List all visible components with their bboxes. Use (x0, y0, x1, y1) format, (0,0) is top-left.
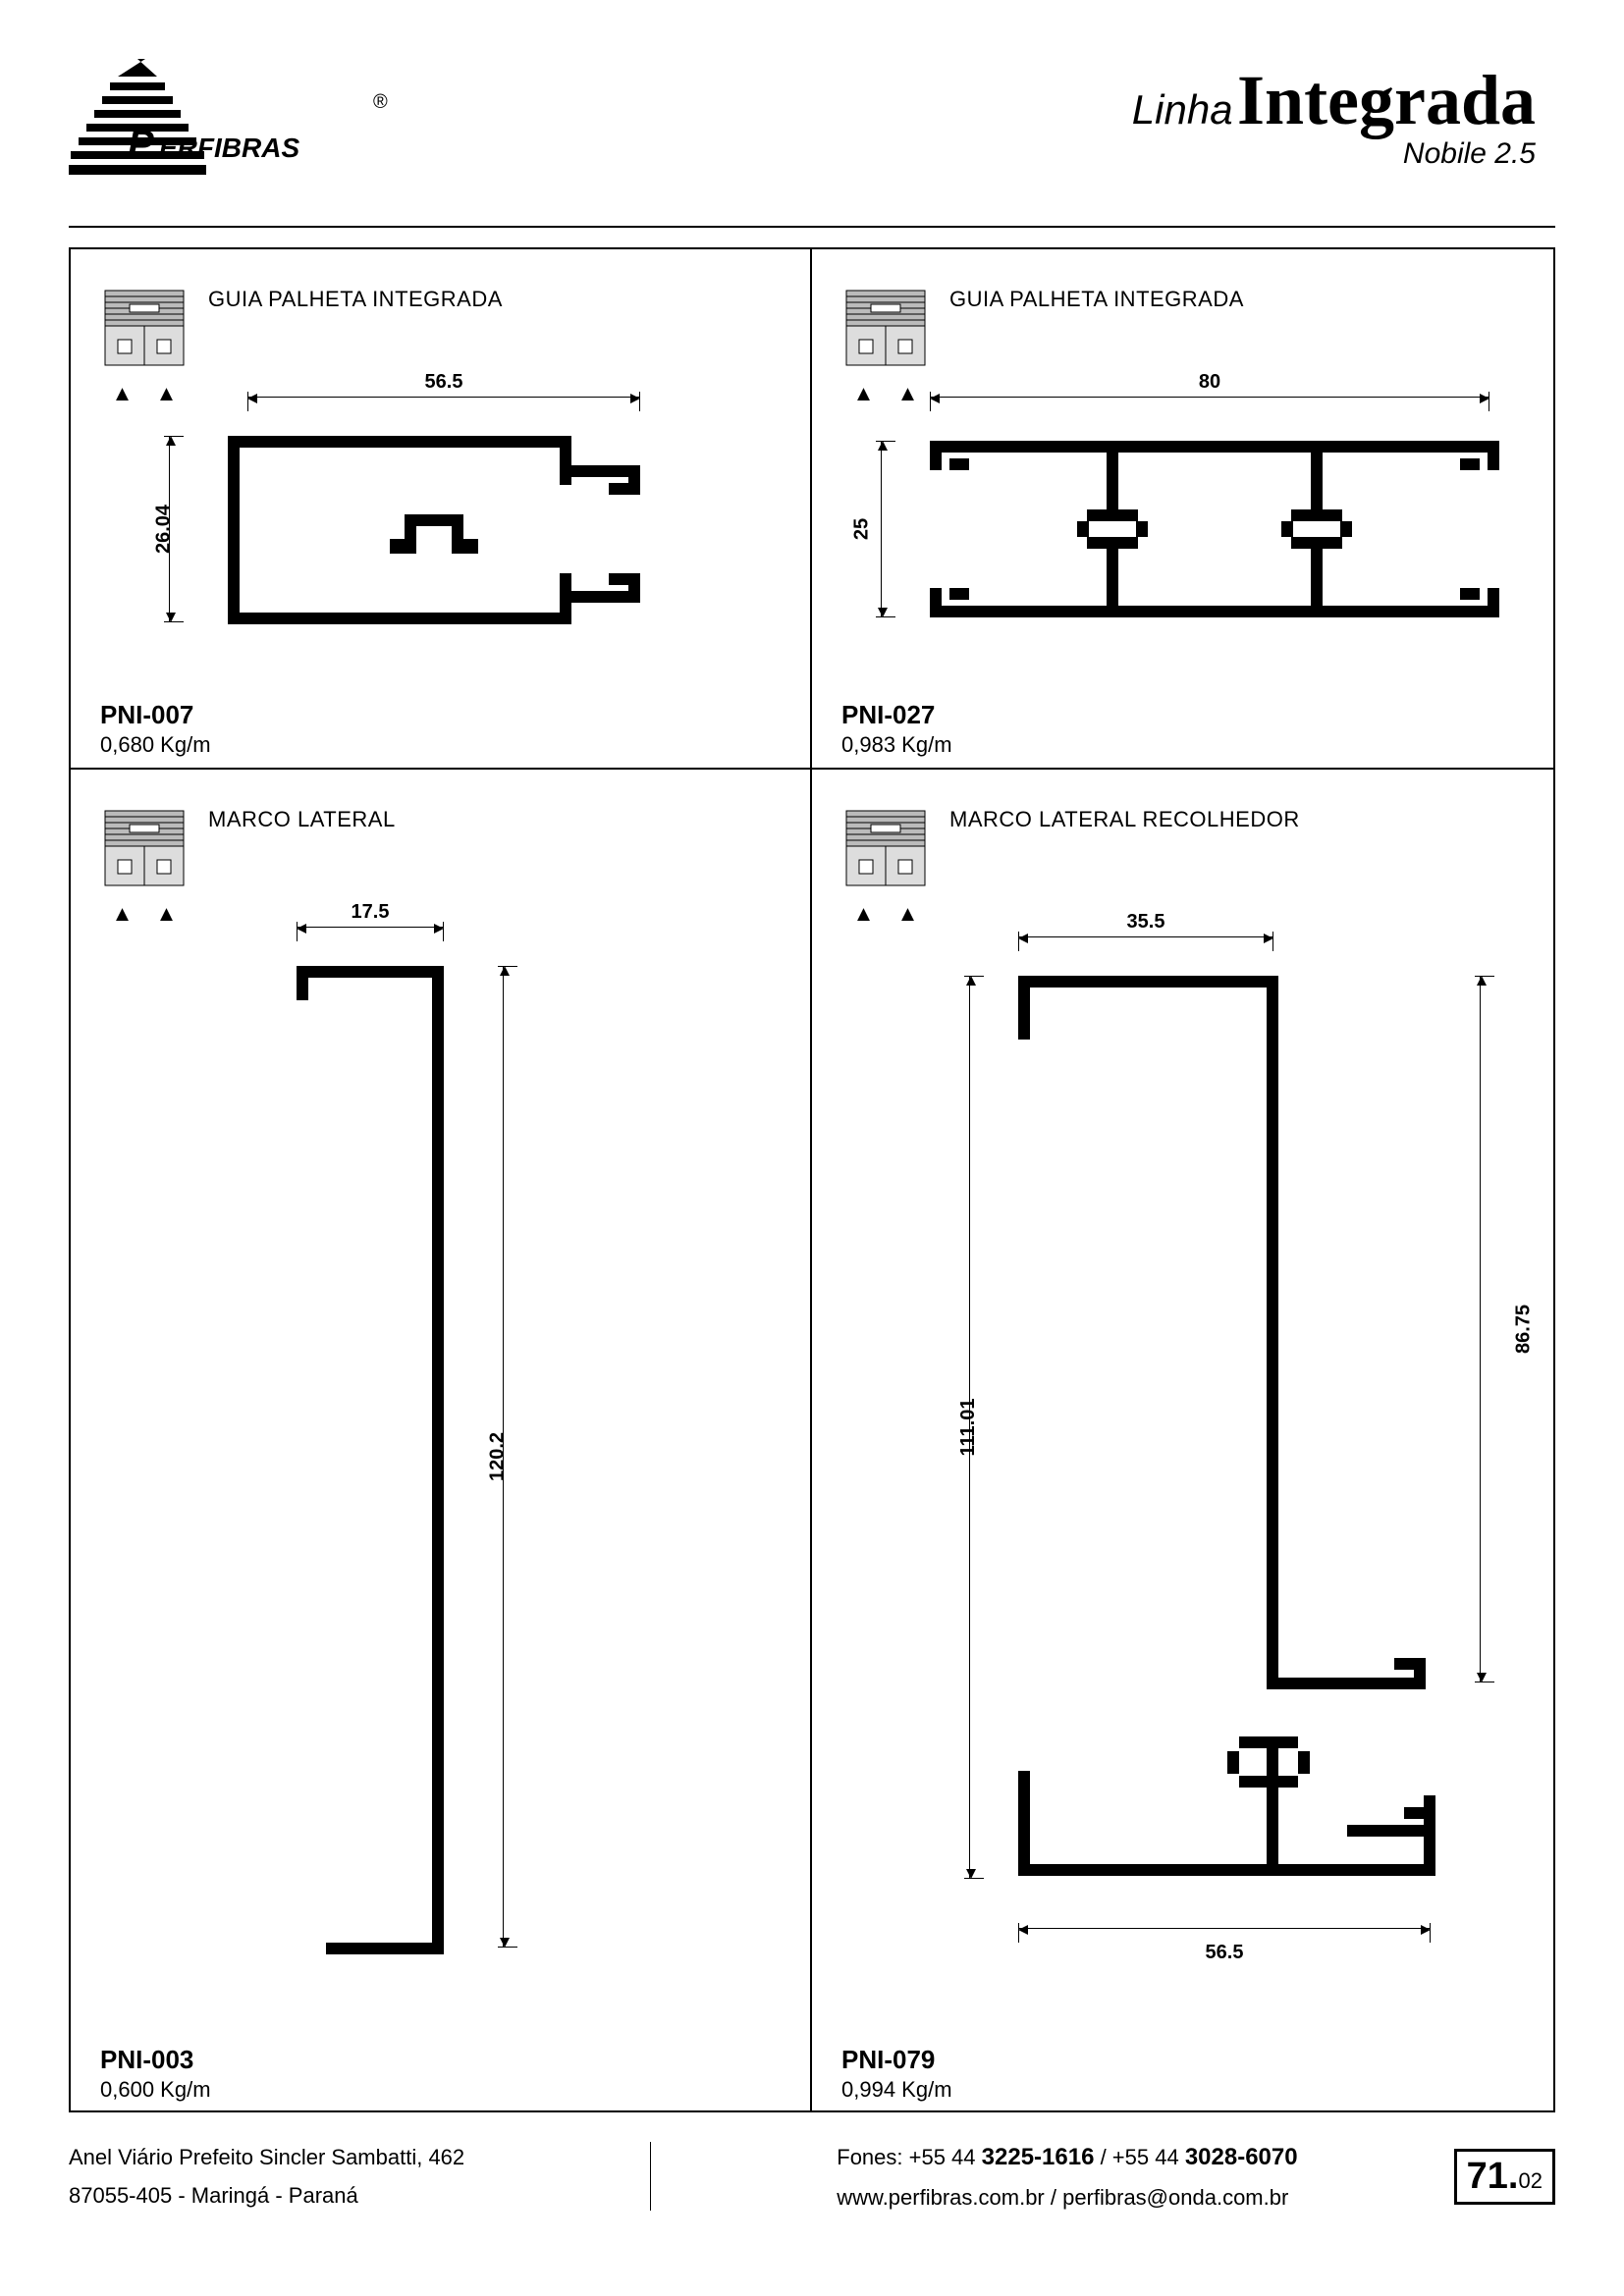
dim-value: 56.5 (425, 371, 463, 394)
cell-pni-007: ▲▲ GUIA PALHETA INTEGRADA 56.5 26.04 PNI… (71, 249, 812, 768)
dim-value: 25 (851, 518, 874, 540)
arrow-up-icon: ▲ (853, 901, 875, 927)
part-code: PNI-079 (841, 2045, 952, 2075)
part-weight: 0,983 Kg/m (841, 732, 952, 758)
cell-title: MARCO LATERAL RECOLHEDOR (949, 807, 1300, 832)
dimension-height-left: 111.01 (969, 976, 970, 1879)
arrow-up-icon: ▲ (156, 381, 178, 406)
cell-title: MARCO LATERAL (208, 807, 396, 832)
phones-prefix: Fones: +55 44 (837, 2145, 975, 2169)
footer-address: Anel Viário Prefeito Sincler Sambatti, 4… (69, 2138, 464, 2216)
address-line-1: Anel Viário Prefeito Sincler Sambatti, 4… (69, 2138, 464, 2177)
title-subtitle: Nobile 2.5 (1132, 137, 1536, 171)
dimension-width: 56.5 (247, 397, 640, 398)
dimension-width-top: 35.5 (1018, 936, 1273, 937)
dimension-width: 17.5 (297, 927, 444, 928)
dim-value: 26.04 (153, 505, 176, 554)
cell-title: GUIA PALHETA INTEGRADA (208, 287, 503, 312)
part-weight: 0,600 Kg/m (100, 2077, 211, 2103)
dimension-width: 80 (930, 397, 1489, 398)
dimension-height: 25 (881, 441, 882, 617)
cell-title: GUIA PALHETA INTEGRADA (949, 287, 1244, 312)
dim-value: 120.2 (487, 1432, 510, 1481)
arrow-up-icon: ▲ (897, 901, 919, 927)
dim-value: 111.01 (957, 1399, 980, 1457)
title-linha: Linha (1132, 86, 1233, 133)
thumb-icon: ▲▲ (841, 799, 930, 927)
dim-value: 35.5 (1127, 911, 1165, 934)
part-weight: 0,994 Kg/m (841, 2077, 952, 2103)
thumb-icon: ▲▲ (841, 279, 930, 406)
brand-logo: P ERFIBRAS ® (69, 59, 403, 196)
part-code: PNI-007 (100, 700, 211, 730)
drawing-grid: ▲▲ GUIA PALHETA INTEGRADA 56.5 26.04 PNI… (69, 247, 1555, 2112)
header-divider (69, 226, 1555, 228)
arrow-up-icon: ▲ (156, 901, 178, 927)
cell-pni-003: ▲▲ MARCO LATERAL 17.5 120.2 PNI-003 0,60… (71, 770, 812, 2112)
dimension-height: 120.2 (503, 966, 504, 1948)
brand-logo-svg: P ERFIBRAS ® (69, 59, 403, 196)
grid-row-bottom: ▲▲ MARCO LATERAL 17.5 120.2 PNI-003 0,60… (71, 770, 1553, 2112)
profile-drawing (910, 431, 1519, 627)
phone-sep: / +55 44 (1101, 2145, 1179, 2169)
profile-drawing (208, 426, 679, 632)
dimension-height: 26.04 (169, 436, 170, 622)
part-code: PNI-003 (100, 2045, 211, 2075)
phone-1: 3225-1616 (982, 2144, 1095, 2170)
dim-value: 86.75 (1513, 1305, 1536, 1354)
cell-pni-079: ▲▲ MARCO LATERAL RECOLHEDOR 35.5 56.5 11… (812, 770, 1553, 2112)
part-weight: 0,680 Kg/m (100, 732, 211, 758)
phone-2: 3028-6070 (1185, 2144, 1298, 2170)
part-label: PNI-079 0,994 Kg/m (841, 2045, 952, 2103)
title-integrada: Integrada (1237, 61, 1536, 139)
footer-divider (650, 2142, 651, 2211)
part-label: PNI-007 0,680 Kg/m (100, 700, 211, 758)
dim-value: 17.5 (352, 901, 390, 924)
dim-value: 56.5 (1206, 1942, 1244, 1964)
arrow-up-icon: ▲ (112, 381, 134, 406)
arrow-up-icon: ▲ (897, 381, 919, 406)
dimension-width-bottom: 56.5 (1018, 1928, 1431, 1929)
svg-text:®: ® (373, 91, 388, 113)
address-line-2: 87055-405 - Maringá - Paraná (69, 2176, 464, 2216)
product-line-title: Linha Integrada Nobile 2.5 (1132, 69, 1536, 171)
arrow-up-icon: ▲ (853, 381, 875, 406)
arrow-up-icon: ▲ (112, 901, 134, 927)
thumb-icon: ▲▲ (100, 279, 189, 406)
page-sub: 02 (1518, 2168, 1542, 2194)
part-label: PNI-027 0,983 Kg/m (841, 700, 952, 758)
page-header: P ERFIBRAS ® Linha Integrada Nobile 2.5 (69, 59, 1555, 196)
dim-value: 80 (1199, 371, 1220, 394)
profile-drawing (1003, 971, 1455, 1894)
thumb-icon: ▲▲ (100, 799, 189, 927)
page-main: 71. (1467, 2156, 1519, 2198)
brand-text-rest: ERFIBRAS (159, 133, 299, 163)
profile-drawing (287, 961, 483, 1962)
web-email: www.perfibras.com.br / perfibras@onda.co… (837, 2178, 1297, 2217)
part-label: PNI-003 0,600 Kg/m (100, 2045, 211, 2103)
part-code: PNI-027 (841, 700, 952, 730)
dimension-height-right: 86.75 (1480, 976, 1481, 1682)
cell-pni-027: ▲▲ GUIA PALHETA INTEGRADA 80 25 PNI-027 … (812, 249, 1553, 768)
footer-contact: Fones: +55 44 3225-1616 / +55 44 3028-60… (837, 2136, 1297, 2217)
grid-row-top: ▲▲ GUIA PALHETA INTEGRADA 56.5 26.04 PNI… (71, 249, 1553, 770)
page-number: 71. 02 (1454, 2149, 1555, 2205)
page-footer: Anel Viário Prefeito Sincler Sambatti, 4… (69, 2136, 1555, 2217)
brand-text: P (128, 123, 154, 166)
